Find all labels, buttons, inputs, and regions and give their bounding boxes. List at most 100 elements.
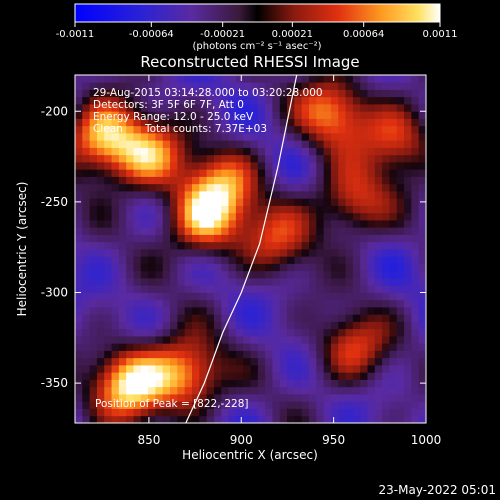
heatmap-cell	[221, 365, 229, 373]
heatmap-cell	[206, 198, 215, 206]
heatmap-cell	[111, 227, 120, 235]
heatmap-cell	[352, 292, 361, 301]
heatmap-cell	[374, 379, 383, 388]
heatmap-cell	[111, 96, 120, 105]
heatmap-cell	[323, 89, 332, 98]
heatmap-cell	[213, 256, 222, 264]
heatmap-cell	[257, 147, 266, 156]
heatmap-cell	[404, 220, 412, 228]
heatmap-cell	[235, 249, 244, 257]
x-tick-label: 950	[322, 433, 345, 447]
heatmap-cell	[184, 104, 193, 112]
heatmap-cell	[162, 212, 171, 221]
heatmap-cell	[272, 270, 281, 279]
heatmap-cell	[170, 343, 178, 351]
heatmap-cell	[162, 401, 171, 409]
heatmap-cell	[382, 408, 390, 417]
heatmap-cell	[382, 285, 390, 293]
heatmap-cell	[396, 249, 405, 257]
heatmap-cell	[316, 350, 325, 359]
heatmap-cell	[162, 125, 171, 134]
heatmap-cell	[140, 104, 149, 112]
heatmap-cell	[323, 336, 332, 344]
heatmap-cell	[170, 249, 178, 257]
heatmap-cell	[148, 299, 156, 308]
heatmap-cell	[272, 104, 281, 112]
heatmap-cell	[374, 343, 383, 351]
heatmap-cell	[82, 343, 91, 351]
heatmap-cell	[243, 394, 251, 402]
heatmap-cell	[404, 307, 412, 315]
heatmap-cell	[177, 154, 186, 163]
heatmap-cell	[367, 379, 376, 388]
heatmap-cell	[89, 249, 98, 257]
heatmap-cell	[213, 241, 222, 250]
annotation-method: Clean	[93, 123, 123, 135]
heatmap-cell	[294, 234, 303, 243]
heatmap-cell	[235, 401, 244, 409]
heatmap-cell	[345, 321, 354, 330]
heatmap-cell	[177, 183, 186, 192]
heatmap-cell	[367, 169, 376, 177]
heatmap-cell	[162, 176, 171, 185]
heatmap-cell	[192, 133, 200, 141]
heatmap-cell	[411, 125, 420, 134]
heatmap-cell	[126, 111, 134, 119]
heatmap-cell	[148, 350, 156, 359]
heatmap-cell	[89, 270, 98, 279]
heatmap-cell	[330, 357, 339, 366]
heatmap-cell	[75, 125, 83, 134]
heatmap-cell	[228, 372, 237, 380]
heatmap-cell	[192, 96, 200, 105]
heatmap-cell	[221, 111, 229, 119]
heatmap-cell	[279, 154, 288, 163]
heatmap-cell	[126, 336, 134, 344]
heatmap-cell	[243, 176, 251, 185]
heatmap-cell	[199, 365, 208, 373]
heatmap-cell	[96, 227, 105, 235]
heatmap-cell	[323, 169, 332, 177]
heatmap-cell	[396, 147, 405, 156]
heatmap-cell	[294, 256, 303, 264]
heatmap-cell	[345, 256, 354, 264]
heatmap-cell	[316, 205, 325, 214]
heatmap-cell	[89, 328, 98, 337]
heatmap-cell	[396, 118, 405, 127]
heatmap-cell	[162, 191, 171, 199]
heatmap-cell	[126, 198, 134, 206]
heatmap-cell	[382, 133, 390, 141]
heatmap-cell	[133, 220, 142, 228]
heatmap-cell	[148, 104, 156, 112]
heatmap-cell	[155, 147, 164, 156]
heatmap-cell	[140, 379, 149, 388]
heatmap-cell	[418, 386, 426, 395]
heatmap-cell	[199, 270, 208, 279]
heatmap-cell	[118, 401, 127, 409]
heatmap-cell	[184, 372, 193, 380]
heatmap-cell	[265, 205, 273, 214]
heatmap-cell	[382, 104, 390, 112]
heatmap-cell	[140, 169, 149, 177]
heatmap-cell	[367, 212, 376, 221]
heatmap-cell	[170, 394, 178, 402]
heatmap-cell	[316, 191, 325, 199]
heatmap-cell	[162, 394, 171, 402]
heatmap-cell	[294, 205, 303, 214]
heatmap-cell	[338, 125, 346, 134]
heatmap-cell	[89, 198, 98, 206]
heatmap-cell	[155, 133, 164, 141]
heatmap-cell	[213, 212, 222, 221]
heatmap-cell	[184, 169, 193, 177]
heatmap-cell	[111, 263, 120, 272]
heatmap-cell	[396, 343, 405, 351]
heatmap-cell	[82, 336, 91, 344]
heatmap-cell	[367, 111, 376, 119]
heatmap-cell	[111, 234, 120, 243]
heatmap-cell	[389, 183, 398, 192]
heatmap-cell	[250, 220, 259, 228]
heatmap-cell	[235, 336, 244, 344]
heatmap-cell	[148, 285, 156, 293]
heatmap-cell	[272, 140, 281, 148]
heatmap-cell	[382, 205, 390, 214]
heatmap-cell	[170, 321, 178, 330]
